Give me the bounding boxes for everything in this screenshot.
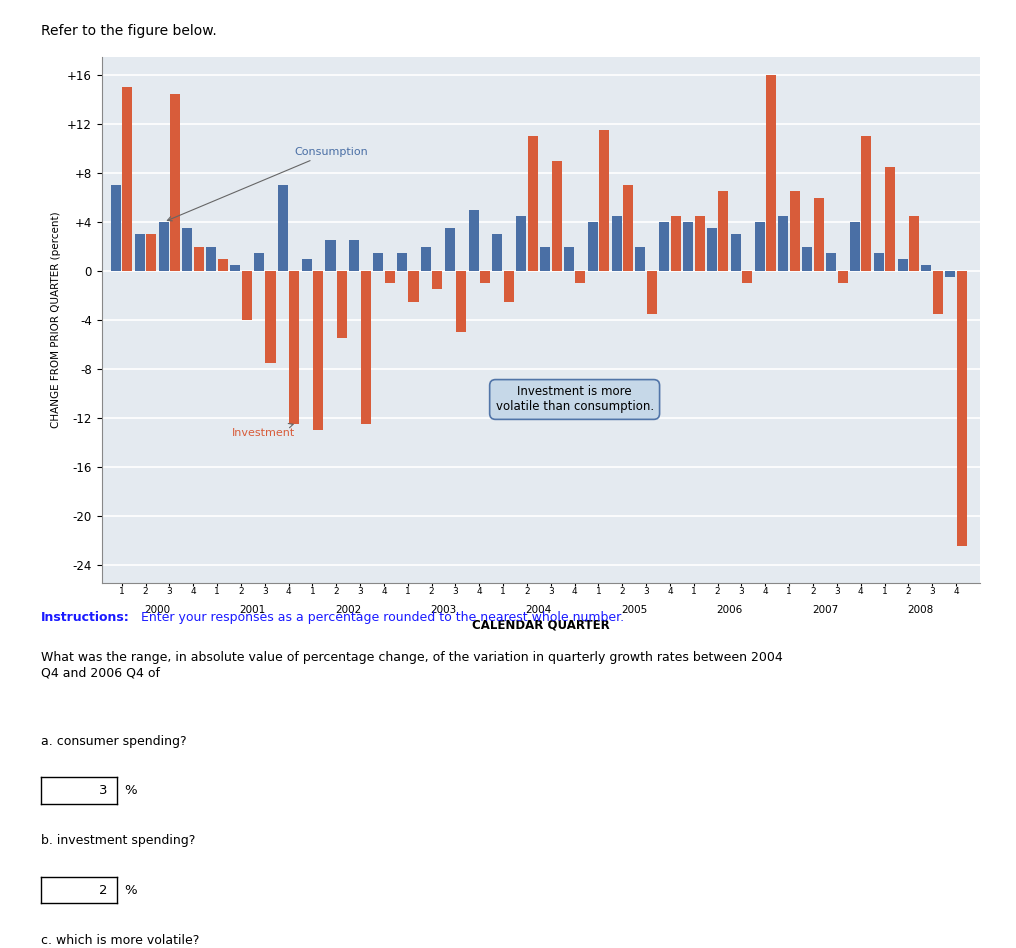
Text: %: % (124, 884, 136, 897)
Bar (647, 271, 657, 314)
Bar (541, 246, 550, 271)
Bar (254, 253, 264, 271)
Bar (183, 228, 192, 271)
Bar (361, 271, 371, 424)
Bar (755, 222, 765, 271)
Bar (122, 87, 132, 271)
Bar (217, 259, 228, 271)
Bar (922, 264, 932, 271)
Bar (493, 234, 502, 271)
Text: Investment: Investment (233, 424, 296, 438)
Text: 3: 3 (100, 784, 108, 797)
Bar (445, 228, 455, 271)
Text: 2004: 2004 (525, 605, 552, 615)
Bar (397, 253, 407, 271)
Bar (158, 222, 169, 271)
Bar (803, 246, 812, 271)
Text: 2007: 2007 (812, 605, 838, 615)
Bar (277, 186, 288, 271)
Bar (516, 216, 526, 271)
Bar (194, 246, 204, 271)
Y-axis label: CHANGE FROM PRIOR QUARTER (percent): CHANGE FROM PRIOR QUARTER (percent) (52, 211, 61, 428)
Bar (778, 216, 788, 271)
Bar (909, 216, 919, 271)
Text: a. consumer spending?: a. consumer spending? (41, 735, 186, 748)
Bar (135, 234, 145, 271)
Bar (862, 137, 872, 271)
Text: Consumption: Consumption (168, 147, 368, 221)
Bar (468, 210, 479, 271)
Text: Refer to the figure below.: Refer to the figure below. (41, 24, 216, 38)
Text: %: % (124, 784, 136, 797)
Text: 2001: 2001 (240, 605, 266, 615)
Text: 2008: 2008 (907, 605, 934, 615)
Bar (766, 75, 776, 271)
Text: 2006: 2006 (716, 605, 743, 615)
Bar (206, 246, 216, 271)
Bar (945, 271, 955, 277)
Bar (933, 271, 943, 314)
Text: c. which is more volatile?: c. which is more volatile? (41, 934, 199, 947)
Bar (504, 271, 514, 301)
Text: 2003: 2003 (431, 605, 456, 615)
Bar (302, 259, 312, 271)
Bar (564, 246, 574, 271)
Bar (743, 271, 752, 283)
X-axis label: CALENDAR QUARTER: CALENDAR QUARTER (472, 618, 610, 631)
Bar (421, 246, 431, 271)
Bar (408, 271, 419, 301)
Text: Instructions:: Instructions: (41, 611, 129, 625)
Text: What was the range, in absolute value of percentage change, of the variation in : What was the range, in absolute value of… (41, 651, 782, 680)
Bar (837, 271, 847, 283)
Bar (385, 271, 394, 283)
Bar (789, 191, 800, 271)
Bar (575, 271, 585, 283)
Bar (242, 271, 252, 320)
Text: 2005: 2005 (621, 605, 647, 615)
Bar (671, 216, 681, 271)
Bar (170, 94, 180, 271)
Bar (527, 137, 537, 271)
Bar (731, 234, 741, 271)
Text: Enter your responses as a percentage rounded to the nearest whole number.: Enter your responses as a percentage rou… (137, 611, 624, 625)
Text: b. investment spending?: b. investment spending? (41, 834, 195, 848)
Bar (373, 253, 383, 271)
Bar (230, 264, 240, 271)
Bar (707, 228, 717, 271)
Bar (695, 216, 704, 271)
Text: 2: 2 (100, 884, 108, 897)
Bar (599, 130, 610, 271)
Bar (718, 191, 728, 271)
Bar (325, 241, 335, 271)
Bar (635, 246, 645, 271)
Bar (337, 271, 347, 338)
Bar (826, 253, 836, 271)
Bar (265, 271, 275, 363)
Bar (623, 186, 633, 271)
Bar (897, 259, 907, 271)
Bar (313, 271, 323, 430)
Bar (111, 186, 121, 271)
Bar (683, 222, 693, 271)
Text: 2002: 2002 (335, 605, 362, 615)
Bar (659, 222, 670, 271)
Bar (850, 222, 860, 271)
Bar (552, 161, 562, 271)
Bar (146, 234, 156, 271)
Bar (612, 216, 622, 271)
Bar (814, 197, 824, 271)
Bar (456, 271, 466, 332)
Bar (957, 271, 967, 546)
Text: 2000: 2000 (144, 605, 171, 615)
Text: Investment is more
volatile than consumption.: Investment is more volatile than consump… (496, 386, 653, 413)
Bar (433, 271, 442, 289)
Bar (350, 241, 360, 271)
Bar (480, 271, 490, 283)
Bar (874, 253, 884, 271)
Bar (290, 271, 300, 424)
Bar (885, 167, 895, 271)
Bar (587, 222, 597, 271)
